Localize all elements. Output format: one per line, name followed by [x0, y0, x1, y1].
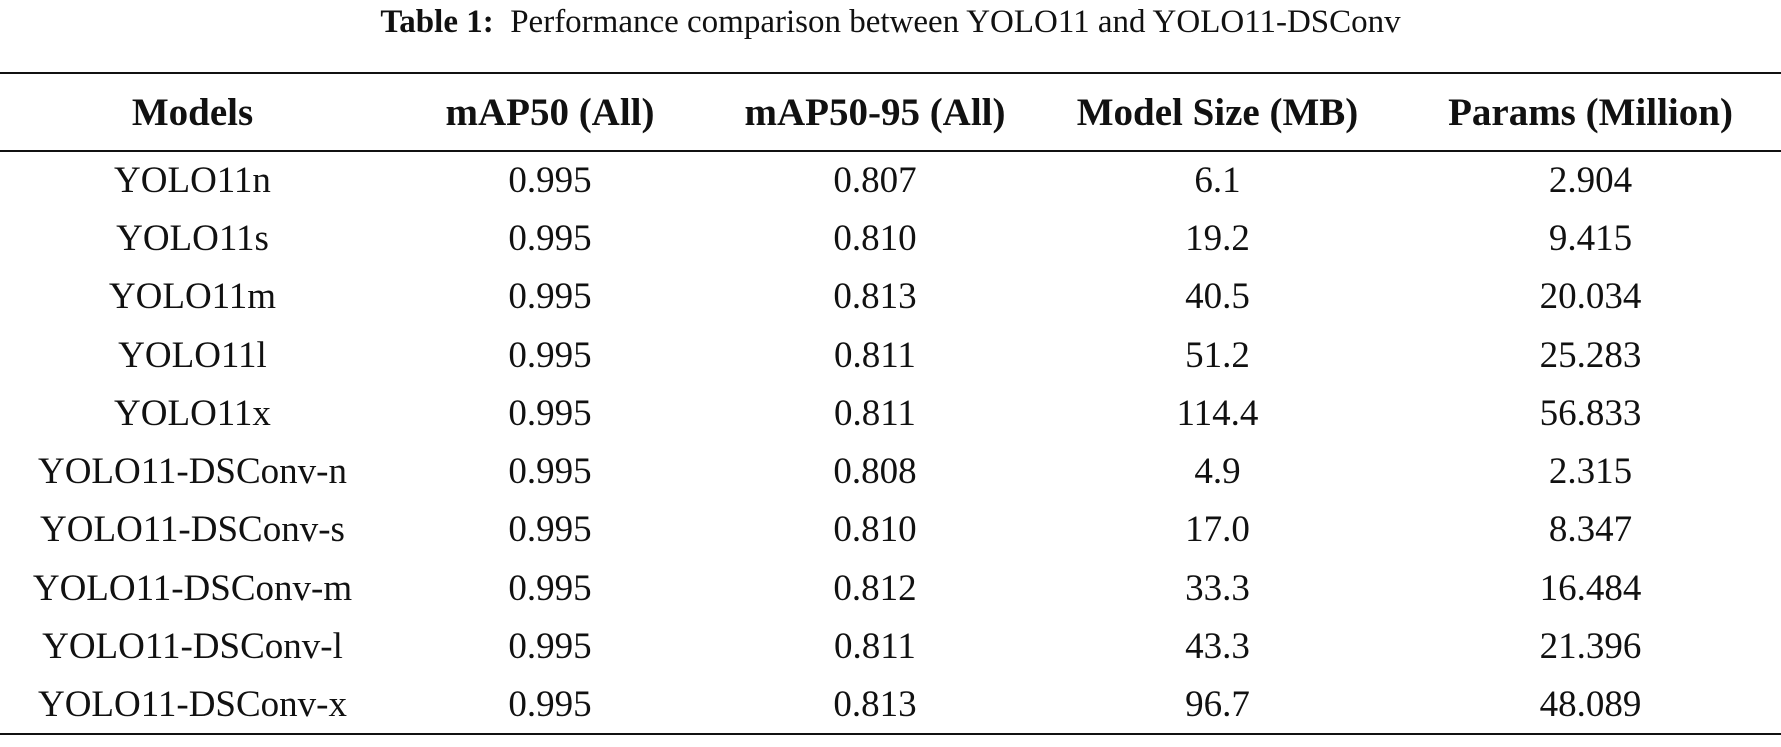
table-row: YOLO11-DSConv-n 0.995 0.808 4.9 2.315	[0, 442, 1781, 500]
map50-95-cell: 0.811	[834, 334, 916, 376]
map50-cell: 0.995	[508, 392, 592, 434]
map50-cell: 0.995	[508, 160, 592, 202]
table-row: YOLO11n 0.995 0.807 6.1 2.904	[0, 151, 1781, 209]
header-params: Params (Million)	[1400, 72, 1781, 152]
model-size-cell: 19.2	[1185, 217, 1250, 259]
map50-cell: 0.995	[508, 509, 592, 551]
map50-95-cell: 0.811	[834, 392, 916, 434]
params-cell: 56.833	[1539, 392, 1642, 434]
map50-95-cell: 0.812	[833, 567, 917, 609]
params-cell: 48.089	[1400, 675, 1781, 735]
model-name-cell: YOLO11-DSConv-x	[0, 675, 385, 735]
model-name-cell: YOLO11s	[116, 217, 269, 259]
map50-95-cell: 0.813	[833, 276, 917, 318]
map50-95-cell: 0.813	[715, 675, 1035, 735]
map50-cell: 0.995	[508, 451, 592, 493]
table-row: YOLO11m 0.995 0.813 40.5 20.034	[0, 268, 1781, 326]
model-size-cell: 6.1	[1194, 160, 1241, 202]
map50-95-cell: 0.807	[833, 160, 917, 202]
header-map50-95: mAP50-95 (All)	[715, 72, 1035, 152]
map50-95-cell: 0.808	[833, 451, 917, 493]
map50-cell: 0.995	[508, 567, 592, 609]
params-cell: 2.904	[1548, 160, 1633, 202]
model-size-cell: 51.2	[1185, 334, 1250, 376]
map50-cell: 0.995	[508, 276, 592, 318]
params-cell: 16.484	[1539, 567, 1642, 609]
caption-text: Performance comparison between YOLO11 an…	[510, 4, 1401, 40]
model-name-cell: YOLO11l	[118, 334, 267, 376]
model-name-cell: YOLO11x	[114, 392, 271, 434]
table-row: YOLO11-DSConv-s 0.995 0.810 17.0 8.347	[0, 501, 1781, 559]
model-name-cell: YOLO11-DSConv-l	[42, 626, 343, 668]
results-table: Models mAP50 (All) mAP50-95 (All) Model …	[0, 72, 1781, 735]
map50-95-cell: 0.810	[833, 509, 917, 551]
header-models: Models	[0, 72, 385, 152]
table-caption: Table 1: Performance comparison between …	[0, 0, 1781, 44]
header-row: Models mAP50 (All) mAP50-95 (All) Model …	[0, 72, 1781, 152]
params-cell: 21.396	[1539, 626, 1642, 668]
table-row: YOLO11l 0.995 0.811 51.2 25.283	[0, 326, 1781, 384]
model-name-cell: YOLO11-DSConv-s	[40, 509, 345, 551]
map50-cell: 0.995	[508, 626, 592, 668]
model-size-cell: 40.5	[1185, 276, 1250, 318]
params-cell: 25.283	[1539, 334, 1642, 376]
model-name-cell: YOLO11m	[108, 276, 277, 318]
params-cell: 8.347	[1548, 509, 1633, 551]
model-size-cell: 43.3	[1185, 626, 1250, 668]
table-row: YOLO11-DSConv-m 0.995 0.812 33.3 16.484	[0, 559, 1781, 617]
model-name-cell: YOLO11-DSConv-n	[37, 451, 347, 493]
map50-cell: 0.995	[508, 334, 592, 376]
model-name-cell: YOLO11n	[114, 160, 271, 202]
caption-label: Table 1:	[380, 4, 494, 40]
map50-95-cell: 0.811	[834, 626, 916, 668]
table-row: YOLO11x 0.995 0.811 114.4 56.833	[0, 384, 1781, 442]
params-cell: 9.415	[1548, 217, 1633, 259]
model-size-cell: 33.3	[1185, 567, 1250, 609]
model-size-cell: 4.9	[1194, 451, 1241, 493]
map50-cell: 0.995	[385, 675, 715, 735]
model-size-cell: 114.4	[1176, 392, 1259, 434]
map50-cell: 0.995	[508, 217, 592, 259]
model-size-cell: 96.7	[1035, 675, 1400, 735]
table-row: YOLO11s 0.995 0.810 19.2 9.415	[0, 209, 1781, 267]
model-name-cell: YOLO11-DSConv-m	[32, 567, 353, 609]
params-cell: 20.034	[1539, 276, 1642, 318]
header-map50: mAP50 (All)	[385, 72, 715, 152]
table-row: YOLO11-DSConv-l 0.995 0.811 43.3 21.396	[0, 617, 1781, 675]
map50-95-cell: 0.810	[833, 217, 917, 259]
header-model-size: Model Size (MB)	[1035, 72, 1400, 152]
params-cell: 2.315	[1548, 451, 1633, 493]
table-row: YOLO11-DSConv-x 0.995 0.813 96.7 48.089	[0, 675, 1781, 735]
model-size-cell: 17.0	[1185, 509, 1250, 551]
